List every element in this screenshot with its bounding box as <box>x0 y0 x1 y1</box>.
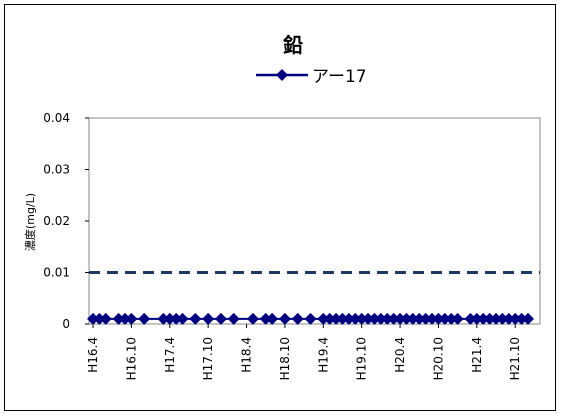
data-point <box>227 312 240 325</box>
data-point <box>176 312 189 325</box>
series-group <box>87 312 534 325</box>
data-point <box>99 312 112 325</box>
data-point <box>496 312 509 325</box>
y-tick-label: 0.04 <box>43 111 70 125</box>
y-axis-label: 濃度(mg/L) <box>23 193 37 251</box>
data-point <box>400 312 413 325</box>
data-point <box>406 312 419 325</box>
data-point <box>317 312 330 325</box>
data-point <box>368 312 381 325</box>
data-point <box>419 312 432 325</box>
data-point <box>464 312 477 325</box>
data-point <box>170 312 183 325</box>
data-point <box>522 312 534 325</box>
legend: アー17 <box>256 67 367 87</box>
y-tick-label: 0.02 <box>43 214 70 228</box>
legend-diamond-marker <box>276 69 288 81</box>
data-point <box>490 312 503 325</box>
x-tick-label: H18.10 <box>278 337 292 380</box>
x-tick-label: H19.10 <box>355 337 369 380</box>
data-point <box>93 312 106 325</box>
x-axis: H16.4 H16.10 H17.4 H17.10 H18.4 H18.10 H19.4 H1… <box>86 324 522 380</box>
x-tick-label: H17.4 <box>163 337 177 373</box>
data-point <box>342 312 355 325</box>
data-point <box>413 312 426 325</box>
x-tick-label: H16.10 <box>124 337 138 380</box>
data-point <box>362 312 375 325</box>
data-point <box>477 312 490 325</box>
data-point <box>374 312 387 325</box>
data-point <box>259 312 272 325</box>
x-tick-label: H17.10 <box>201 337 215 380</box>
data-point <box>394 312 407 325</box>
data-point <box>330 312 343 325</box>
data-point <box>125 312 138 325</box>
x-tick-label: H21.4 <box>470 337 484 373</box>
data-point <box>336 312 349 325</box>
data-point <box>202 312 215 325</box>
data-point <box>112 312 125 325</box>
x-tick-label: H16.4 <box>86 337 100 373</box>
data-point <box>451 312 464 325</box>
data-point <box>163 312 176 325</box>
data-point <box>502 312 515 325</box>
data-point <box>246 312 259 325</box>
data-point <box>87 312 99 325</box>
y-tick-label: 0 <box>62 317 70 331</box>
data-point <box>304 312 317 325</box>
data-point <box>323 312 336 325</box>
y-tick-label: 0.03 <box>43 163 70 177</box>
chart-title: 鉛 <box>283 33 303 57</box>
data-point <box>349 312 362 325</box>
data-point <box>118 312 131 325</box>
data-point <box>470 312 483 325</box>
data-point <box>189 312 202 325</box>
data-point <box>483 312 496 325</box>
data-point <box>157 312 170 325</box>
data-point <box>381 312 394 325</box>
x-tick-label: H21.10 <box>508 337 522 380</box>
x-tick-label: H20.10 <box>431 337 445 380</box>
data-point <box>432 312 445 325</box>
y-axis: 0 0.01 0.02 0.03 0.04 <box>43 111 89 331</box>
y-tick-label: 0.01 <box>43 266 70 280</box>
data-point <box>291 312 304 325</box>
plot-area <box>88 117 541 325</box>
legend-label: アー17 <box>312 67 367 87</box>
data-point <box>138 312 151 325</box>
data-point <box>278 312 291 325</box>
x-tick-label: H20.4 <box>393 337 407 373</box>
data-point <box>445 312 458 325</box>
data-point <box>214 312 227 325</box>
data-point <box>426 312 439 325</box>
x-tick-label: H18.4 <box>240 337 254 373</box>
data-point <box>509 312 522 325</box>
x-tick-label: H19.4 <box>316 337 330 373</box>
data-point <box>387 312 400 325</box>
data-point <box>355 312 368 325</box>
data-point <box>515 312 528 325</box>
data-point <box>266 312 279 325</box>
data-point <box>438 312 451 325</box>
